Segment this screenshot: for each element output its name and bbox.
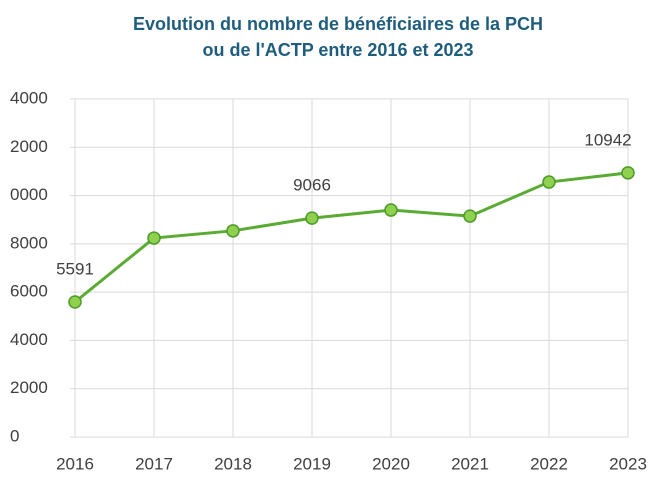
data-label: 10942	[584, 130, 631, 149]
y-tick-label: 8000	[10, 233, 48, 252]
x-tick-label: 2019	[293, 454, 331, 473]
chart-title: Evolution du nombre de bénéficiaires de …	[133, 14, 543, 34]
x-tick-label: 2018	[214, 454, 252, 473]
y-tick-label: 2000	[10, 137, 48, 156]
x-tick-label: 2021	[451, 454, 489, 473]
marker	[68, 295, 82, 309]
marker	[384, 203, 398, 217]
x-tick-label: 2023	[609, 454, 647, 473]
x-tick-label: 2017	[135, 454, 173, 473]
y-tick-label: 4000	[10, 330, 48, 349]
y-tick-label: 6000	[10, 282, 48, 301]
marker	[147, 231, 161, 245]
y-tick-label: 0000	[10, 185, 48, 204]
x-tick-label: 2020	[372, 454, 410, 473]
x-tick-label: 2016	[56, 454, 94, 473]
line	[74, 171, 629, 304]
marker	[226, 224, 240, 238]
marker	[621, 166, 635, 180]
x-tick-label: 2022	[530, 454, 568, 473]
chart-title: ou de l'ACTP entre 2016 et 2023	[202, 40, 473, 60]
y-tick-label: 4000	[10, 88, 48, 107]
marker	[305, 211, 319, 225]
y-tick-label: 0	[10, 426, 19, 445]
data-label: 5591	[56, 260, 94, 279]
data-label: 9066	[293, 176, 331, 195]
marker	[542, 175, 556, 189]
y-tick-label: 2000	[10, 378, 48, 397]
marker	[463, 209, 477, 223]
